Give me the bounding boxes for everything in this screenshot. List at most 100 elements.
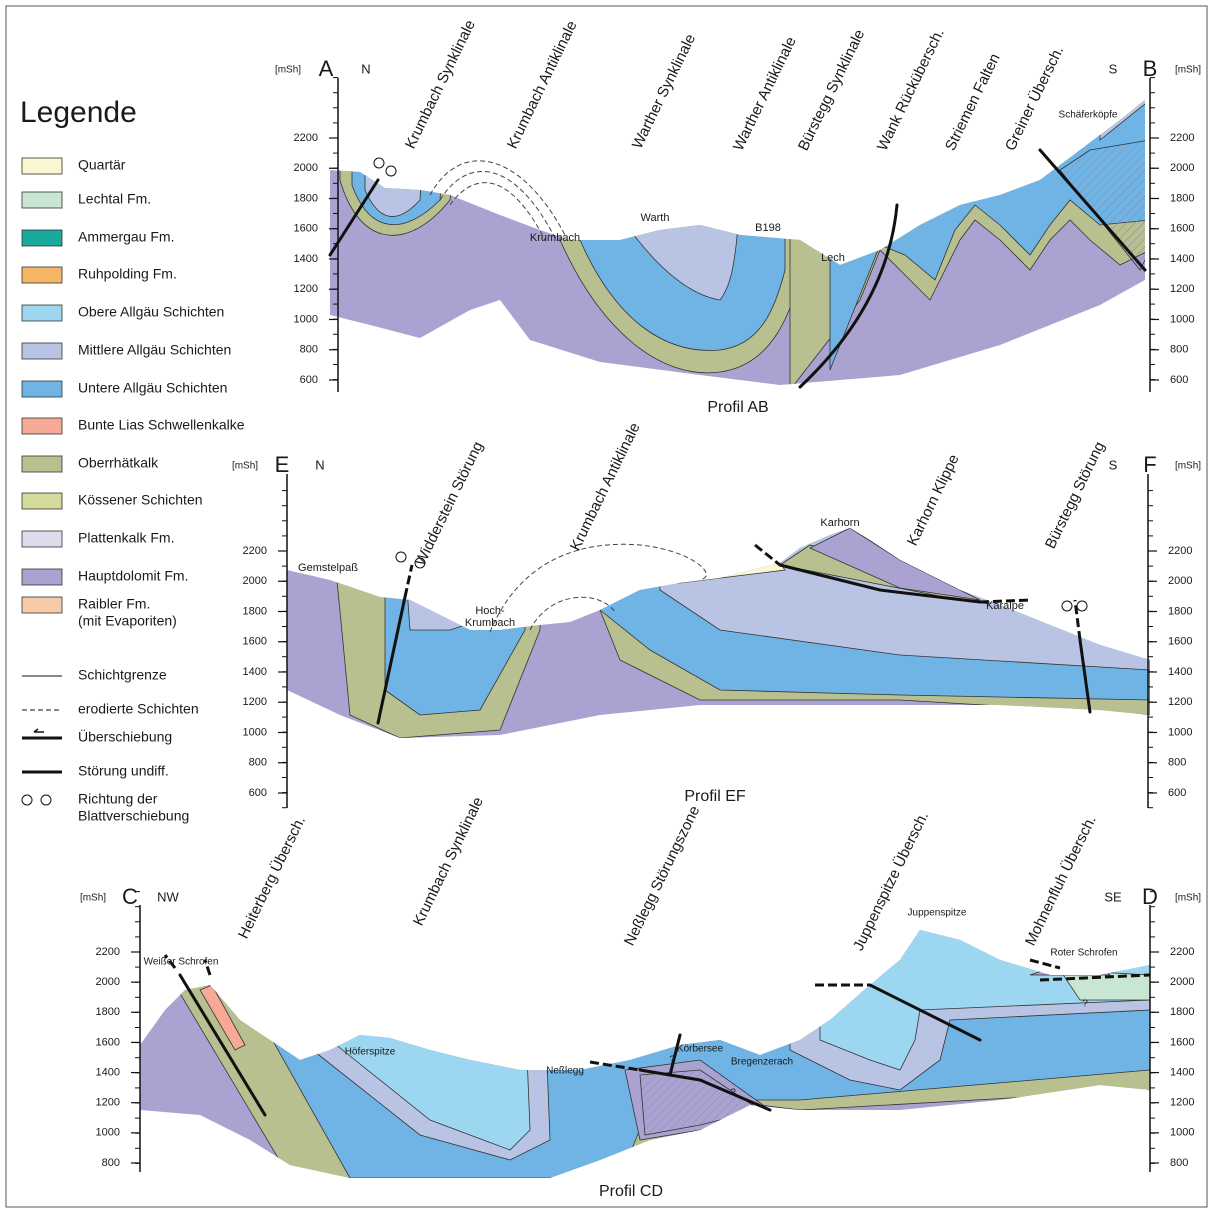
tick-label: 1000 [1170,313,1194,325]
tick-label: 800 [300,344,318,356]
direction: N [361,61,370,76]
direction: S [1109,61,1118,76]
structure-label: Bürstegg Störung [1042,439,1108,551]
tick-label: 1400 [1170,253,1194,265]
tick-label: 2000 [1170,976,1194,988]
axis-unit: [mSh] [275,65,301,76]
structure-label: Bürstegg Synklinale [795,27,868,154]
tick-label: 2000 [243,575,267,587]
place-label: Körbersee [677,1044,724,1055]
tick-label: 1200 [1170,283,1194,295]
place-label: Schäferköpfe [1059,110,1118,121]
axis-unit: [mSh] [1175,65,1201,76]
legend-label: Lechtal Fm. [78,191,151,207]
place-label: Krumbach [465,617,515,629]
place-label: Karalpe [986,600,1024,612]
place-label: Hoch- [475,605,505,617]
structure-label: Krumbach Synklinale [410,794,487,928]
legend-swatch [22,493,62,509]
axis-unit: [mSh] [1175,461,1201,472]
profile-end: F [1143,452,1156,477]
geology-figure: LegendeQuartärLechtal Fm.Ammergau Fm.Ruh… [0,0,1214,1212]
tick-label: 1200 [1168,696,1192,708]
profile-title: Profil CD [599,1183,663,1200]
legend-label: Richtung der [78,791,158,807]
tick-label: 2000 [294,162,318,174]
tick-label: 1600 [1170,1036,1194,1048]
legend-label: Störung undiff. [78,763,169,779]
tick-label: 800 [1168,757,1186,769]
direction: SE [1104,889,1122,904]
direction: S [1109,457,1118,472]
tick-label: 800 [249,757,267,769]
tick-label: 1000 [294,313,318,325]
legend-label: Bunte Lias Schwellenkalke [78,417,245,433]
tick-label: 1400 [294,253,318,265]
tick-label: 1400 [96,1066,120,1078]
legend-label: Schichtgrenze [78,667,167,683]
structure-label: Krumbach Antiklinale [504,18,581,151]
axis-unit: [mSh] [232,461,258,472]
legend-title: Legende [20,96,137,129]
tick-label: 1600 [96,1036,120,1048]
structure-label: Warther Synklinale [629,31,699,151]
legend-swatch [22,597,62,613]
tick-label: 1800 [294,192,318,204]
legend-label: Kössener Schichten [78,492,203,508]
tick-label: 1600 [294,223,318,235]
legend-label: Ruhpolding Fm. [78,266,177,282]
legend-label: Mittlere Allgäu Schichten [78,342,231,358]
place-label: Roter Schrofen [1050,948,1117,959]
structure-label: Krumbach Antiklinale [567,420,644,553]
legend-symbol [41,795,51,805]
legend-swatch [22,305,62,321]
place-label: ? [1082,999,1088,1010]
legend-swatch [22,418,62,434]
tick-label: 2000 [96,976,120,988]
tick-label: 600 [249,787,267,799]
legend-label: Überschiebung [78,728,172,745]
structure-label: Heiterberg Übersch. [234,813,309,942]
profile-end: E [275,452,290,477]
tick-label: 2200 [1170,946,1194,958]
tick-label: 800 [1170,1157,1188,1169]
profile-title: Profil EF [684,788,746,805]
place-label: Karhorn [820,517,859,529]
legend-swatch [22,343,62,359]
legend-swatch [22,456,62,472]
tick-label: 2000 [1170,162,1194,174]
tick-label: 600 [1168,787,1186,799]
tick-label: 1800 [96,1006,120,1018]
profile-end: B [1143,56,1158,81]
legend-swatch [22,531,62,547]
profile-end: A [319,56,334,81]
legend-label: Oberrhätkalk [78,455,159,471]
legend-swatch [22,230,62,246]
place-label: Weißer Schrofen [144,957,219,968]
legend-swatch [22,192,62,208]
structure-label: Warther Antiklinale [730,34,800,153]
legend-label: (mit Evaporiten) [78,613,177,629]
tick-label: 2200 [1168,545,1192,557]
tick-label: 600 [300,374,318,386]
tick-label: 800 [1170,344,1188,356]
legend-symbol [22,795,32,805]
tick-label: 1800 [243,605,267,617]
structure-label: Striemen Falten [942,51,1004,154]
tick-label: 1400 [1170,1066,1194,1078]
place-label: Neßlegg [546,1066,584,1077]
place-label: Höferspitze [345,1047,396,1058]
legend-label: Hauptdolomit Fm. [78,568,188,584]
legend-label: Blattverschiebung [78,808,189,824]
axis-unit: [mSh] [1175,893,1201,904]
tick-label: 1800 [1170,192,1194,204]
tick-label: 600 [1170,374,1188,386]
legend-swatch [22,569,62,585]
legend-swatch [22,381,62,397]
structure-label: Widderstein Störung [412,439,487,569]
legend-label: Obere Allgäu Schichten [78,304,224,320]
tick-label: 2000 [1168,575,1192,587]
legend-symbol [34,729,44,732]
tick-label: 1800 [1170,1006,1194,1018]
legend-label: Ammergau Fm. [78,229,174,245]
